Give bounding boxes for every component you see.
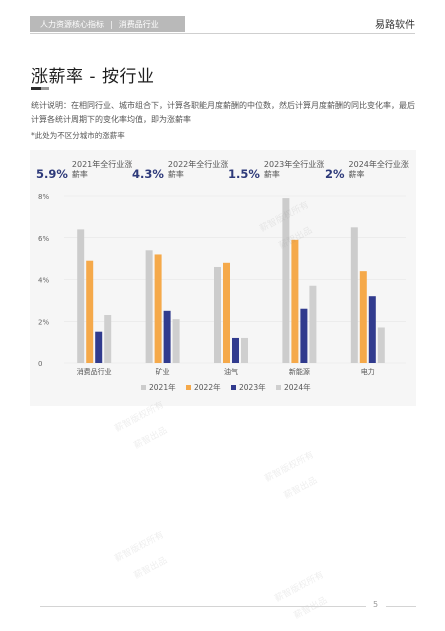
bar (104, 314, 112, 363)
bar (241, 337, 248, 363)
title-underline-light (41, 87, 49, 90)
bar (377, 327, 385, 363)
x-tick-label: 矿业 (156, 367, 170, 376)
breadcrumb-section: 人力资源核心指标 (40, 19, 104, 29)
bar-chart: 0 2% 4% 6% 8% 消费品行业 矿业 油气 新能源 电力 2021年 2022年 2023年 2… (38, 193, 406, 392)
bar (95, 331, 103, 363)
y-tick-label: 6% (38, 235, 49, 243)
bar (172, 319, 180, 363)
bar (300, 308, 308, 363)
y-tick-label: 8% (38, 193, 49, 201)
kpi-value: 5.9% (36, 167, 68, 181)
legend-swatch (186, 385, 191, 390)
watermark: 薪智版权所有 薪智出品 (273, 570, 330, 622)
statistics-note: *此处为不区分城市的涨薪率 (31, 131, 125, 140)
x-tick-label: 电力 (361, 367, 375, 376)
kpi-row: 5.9% 2021年全行业涨薪率 4.3% 2022年全行业涨薪率 1.5% 2… (36, 158, 412, 188)
kpi-label: 2021年全行业涨薪率 (71, 160, 133, 179)
statistics-description: 统计说明：在相同行业、城市组合下，计算各职能月度薪酬的中位数，然后计算月度薪酬的… (31, 101, 415, 124)
bar (232, 337, 239, 363)
kpi-value: 4.3% (132, 167, 164, 181)
watermark: 薪智版权所有 薪智出品 (263, 450, 320, 502)
kpi-value: 1.5% (228, 167, 260, 181)
breadcrumb-separator: | (110, 19, 113, 29)
page-number: 5 (373, 600, 379, 609)
footer-divider-right (386, 606, 416, 607)
bar (309, 285, 317, 363)
bar (282, 198, 290, 363)
bar (145, 250, 153, 363)
legend-swatch (276, 385, 281, 390)
x-tick-label: 消费品行业 (77, 367, 112, 376)
watermark: 薪智版权所有 薪智出品 (113, 530, 170, 582)
legend-label: 2023年 (239, 382, 266, 392)
brand-name: 易路软件 (375, 20, 415, 31)
bar (223, 262, 230, 363)
legend-swatch (141, 385, 146, 390)
breadcrumb-industry: 消费品行业 (118, 19, 159, 29)
header-divider (30, 33, 415, 34)
kpi-2022: 4.3% 2022年全行业涨薪率 (132, 158, 230, 181)
y-tick-label: 0 (38, 360, 42, 368)
kpi-label: 2023年全行业涨薪率 (263, 160, 325, 179)
bar (154, 254, 162, 363)
kpi-label: 2022年全行业涨薪率 (167, 160, 229, 179)
legend-label: 2021年 (149, 382, 176, 392)
kpi-value: 2% (325, 167, 345, 181)
bar (368, 296, 376, 363)
title-underline-dark (31, 87, 41, 90)
chart-panel: 5.9% 2021年全行业涨薪率 4.3% 2022年全行业涨薪率 1.5% 2… (30, 150, 416, 406)
bar (77, 229, 85, 363)
y-tick-label: 4% (38, 277, 49, 285)
footer-divider-left (40, 606, 366, 607)
bar (359, 271, 367, 363)
page-title: 涨薪率 - 按行业 (31, 67, 155, 87)
legend-label: 2022年 (194, 382, 221, 392)
x-tick-label: 油气 (224, 367, 238, 376)
kpi-2021: 5.9% 2021年全行业涨薪率 (36, 158, 134, 181)
bar (86, 260, 94, 363)
kpi-2024: 2% 2024年全行业涨薪率 (325, 158, 411, 181)
kpi-2023: 1.5% 2023年全行业涨薪率 (228, 158, 326, 181)
bar (214, 266, 221, 363)
legend-swatch (231, 385, 236, 390)
x-tick-label: 新能源 (289, 367, 310, 376)
bar (291, 239, 299, 363)
bar (350, 227, 358, 363)
breadcrumb: 人力资源核心指标 | 消费品行业 (30, 16, 185, 32)
kpi-label: 2024年全行业涨薪率 (348, 160, 409, 179)
y-tick-label: 2% (38, 318, 49, 326)
bar (163, 310, 171, 363)
legend-label: 2024年 (284, 382, 311, 392)
